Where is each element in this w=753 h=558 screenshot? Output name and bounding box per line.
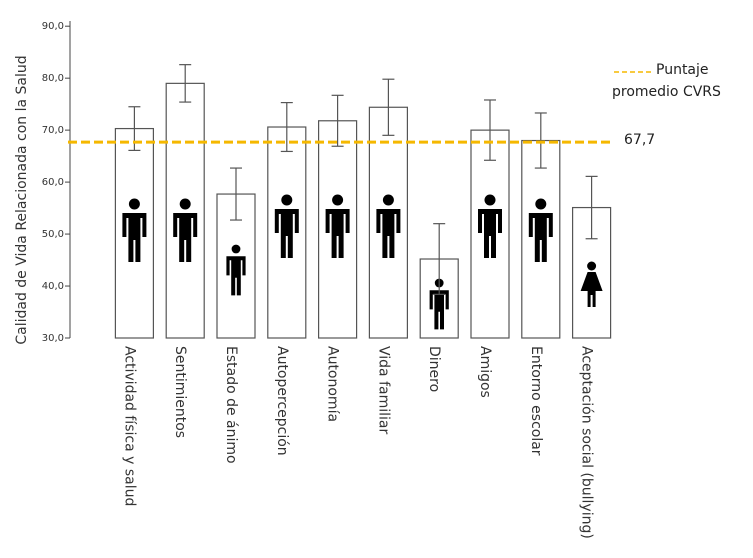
person-icon bbox=[478, 194, 502, 258]
x-tick-label: Aceptación social (bullying) bbox=[579, 346, 595, 539]
y-tick-label: 40,0 bbox=[42, 281, 64, 292]
icon-body bbox=[580, 272, 603, 307]
x-tick-label: Dinero bbox=[426, 346, 442, 392]
x-tick-label: Autopercepción bbox=[274, 346, 290, 456]
icon-head bbox=[587, 261, 597, 271]
icon-head bbox=[332, 194, 344, 206]
x-tick-label: Autonomía bbox=[325, 346, 341, 422]
y-tick-label: 90,0 bbox=[42, 21, 64, 32]
x-tick-label: Entorno escolar bbox=[528, 346, 544, 456]
icon-body bbox=[173, 213, 198, 262]
person-icon bbox=[376, 194, 401, 258]
y-axis-label: Calidad de Vida Relacionada con la Salud bbox=[14, 55, 30, 344]
icon-head bbox=[281, 194, 293, 206]
icon-head bbox=[484, 194, 496, 206]
x-tick-label: Actividad física y salud bbox=[121, 346, 137, 506]
icon-body bbox=[376, 209, 401, 258]
person-icon bbox=[580, 261, 603, 307]
person-icon bbox=[226, 244, 246, 296]
icon-body bbox=[429, 290, 449, 330]
person-icon bbox=[528, 198, 553, 262]
person-icon bbox=[173, 198, 198, 262]
y-tick-label: 80,0 bbox=[42, 73, 64, 84]
person-icon bbox=[122, 198, 147, 262]
y-tick-label: 30,0 bbox=[42, 333, 64, 344]
icon-head bbox=[128, 198, 140, 210]
x-tick-label: Vida familiar bbox=[375, 346, 391, 434]
icon-body bbox=[226, 256, 246, 296]
reference-label: 67,7 bbox=[624, 132, 655, 148]
icon-body bbox=[528, 213, 553, 262]
icon-body bbox=[122, 213, 147, 262]
icon-head bbox=[179, 198, 191, 210]
icon-head bbox=[535, 198, 547, 210]
icon-head bbox=[382, 194, 394, 206]
icon-body bbox=[325, 209, 350, 258]
icon-head bbox=[231, 244, 241, 254]
icon-body bbox=[478, 209, 502, 258]
y-tick-label: 70,0 bbox=[42, 125, 64, 136]
y-tick-label: 60,0 bbox=[42, 177, 64, 188]
x-tick-label: Estado de ánimo bbox=[223, 346, 239, 464]
bar bbox=[165, 82, 205, 339]
person-icon bbox=[274, 194, 299, 258]
legend-label: Puntaje promedio CVRS bbox=[612, 62, 721, 100]
x-tick-label: Sentimientos bbox=[172, 346, 188, 438]
y-tick-label: 50,0 bbox=[42, 229, 64, 240]
person-icon bbox=[325, 194, 350, 258]
x-tick-label: Amigos bbox=[477, 346, 493, 398]
icon-body bbox=[274, 209, 299, 258]
